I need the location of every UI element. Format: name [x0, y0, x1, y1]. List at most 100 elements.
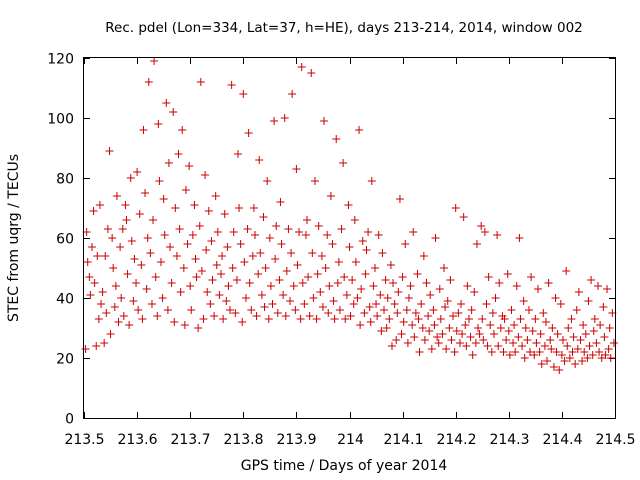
- data-point: [523, 336, 532, 344]
- data-point: [112, 192, 121, 200]
- data-point: [270, 117, 279, 125]
- data-point: [114, 318, 123, 326]
- data-point: [211, 192, 220, 200]
- data-point: [100, 339, 109, 347]
- data-point: [568, 348, 577, 356]
- data-point: [98, 288, 107, 296]
- data-point: [404, 294, 413, 302]
- data-point: [353, 294, 362, 302]
- data-point: [197, 267, 206, 275]
- data-point: [378, 249, 387, 257]
- data-point: [585, 342, 594, 350]
- data-point: [342, 291, 351, 299]
- data-point: [510, 321, 519, 329]
- y-tick-label: 20: [56, 352, 74, 368]
- data-point: [109, 264, 118, 272]
- data-point: [356, 321, 365, 329]
- data-point: [335, 306, 344, 314]
- data-point: [572, 306, 581, 314]
- data-point: [435, 285, 444, 293]
- data-point: [126, 174, 135, 182]
- data-point: [377, 327, 386, 335]
- data-point: [464, 315, 473, 323]
- data-point: [133, 168, 142, 176]
- data-point: [308, 249, 317, 257]
- data-point: [326, 192, 335, 200]
- data-point: [601, 351, 610, 359]
- data-point: [401, 240, 410, 248]
- data-point: [369, 282, 378, 290]
- data-point: [194, 324, 203, 332]
- data-points: [81, 57, 618, 374]
- data-point: [587, 276, 596, 284]
- data-point: [569, 333, 578, 341]
- data-point: [567, 315, 576, 323]
- data-point: [313, 270, 322, 278]
- data-point: [337, 225, 346, 233]
- data-point: [382, 324, 391, 332]
- data-point: [562, 267, 571, 275]
- x-tick-label: 214.1: [383, 432, 423, 448]
- data-point: [549, 363, 558, 371]
- data-point: [366, 318, 375, 326]
- data-point: [252, 312, 261, 320]
- data-point: [244, 129, 253, 137]
- data-point: [144, 78, 153, 86]
- data-point: [355, 126, 364, 134]
- data-point: [398, 273, 407, 281]
- data-point: [333, 279, 342, 287]
- data-point: [539, 309, 548, 317]
- data-point: [524, 306, 533, 314]
- data-point: [417, 300, 426, 308]
- data-point: [475, 330, 484, 338]
- data-point: [228, 264, 237, 272]
- data-point: [516, 315, 525, 323]
- data-point: [247, 306, 256, 314]
- data-point: [452, 327, 461, 335]
- data-point: [208, 276, 217, 284]
- data-point: [303, 216, 312, 224]
- data-point: [171, 204, 180, 212]
- data-point: [427, 345, 436, 353]
- data-point: [254, 270, 263, 278]
- data-point: [402, 306, 411, 314]
- data-point: [341, 315, 350, 323]
- data-point: [527, 273, 536, 281]
- data-point: [286, 297, 295, 305]
- data-point: [599, 303, 608, 311]
- data-point: [367, 177, 376, 185]
- data-point: [87, 243, 96, 251]
- data-point: [565, 354, 574, 362]
- data-point: [515, 234, 524, 242]
- data-point: [574, 288, 583, 296]
- data-point: [111, 282, 120, 290]
- x-tick-label: 214: [337, 432, 364, 448]
- data-point: [169, 108, 178, 116]
- data-point: [105, 147, 114, 155]
- data-point: [292, 165, 301, 173]
- data-point: [289, 282, 298, 290]
- data-point: [83, 258, 92, 266]
- data-point: [288, 90, 297, 98]
- data-point: [536, 330, 545, 338]
- data-point: [429, 306, 438, 314]
- data-point: [215, 291, 224, 299]
- data-point: [320, 117, 329, 125]
- data-point: [411, 309, 420, 317]
- data-point: [266, 282, 275, 290]
- data-point: [243, 225, 252, 233]
- data-point: [309, 294, 318, 302]
- data-point: [578, 357, 587, 365]
- data-point: [520, 354, 529, 362]
- data-point: [129, 297, 138, 305]
- data-point: [250, 231, 259, 239]
- data-point: [502, 336, 511, 344]
- data-point: [305, 312, 314, 320]
- data-point: [178, 126, 187, 134]
- data-point: [493, 231, 502, 239]
- data-point: [546, 336, 555, 344]
- data-point: [399, 318, 408, 326]
- data-point: [287, 249, 296, 257]
- data-point: [345, 243, 354, 251]
- data-point: [135, 210, 144, 218]
